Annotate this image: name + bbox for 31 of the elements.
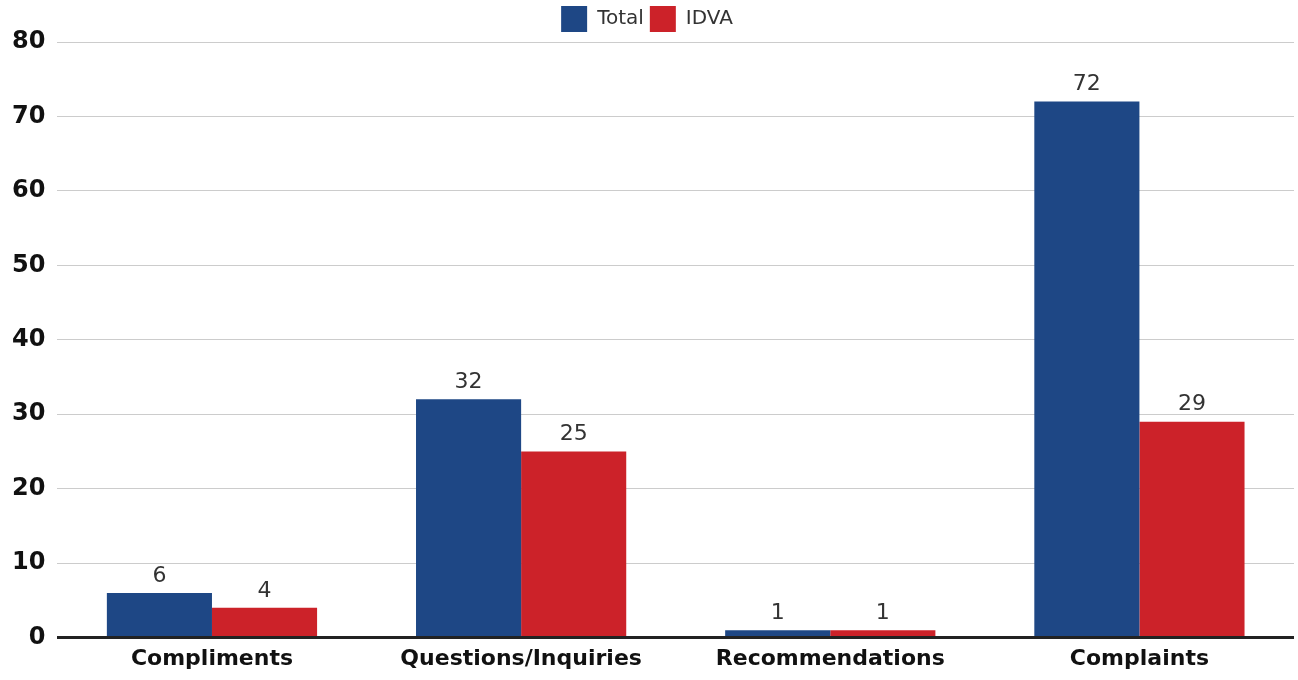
y-tick-label: 40 <box>11 324 46 353</box>
y-tick-label: 30 <box>11 398 46 427</box>
y-tick-label: 0 <box>28 621 46 650</box>
bar <box>725 630 831 637</box>
x-tick-label: Recommendations <box>715 644 945 670</box>
x-tick-label: Compliments <box>130 644 294 670</box>
data-label: 32 <box>454 368 483 394</box>
bar <box>830 630 936 637</box>
legend-label: IDVA <box>685 5 734 30</box>
data-label: 1 <box>875 598 890 624</box>
bar <box>1034 101 1140 637</box>
bar <box>106 592 212 637</box>
bar <box>521 451 627 637</box>
bar <box>211 607 318 637</box>
x-tick-label: Questions/Inquiries <box>400 644 642 670</box>
y-tick-label: 60 <box>11 175 46 204</box>
y-tick-label: 10 <box>11 547 46 576</box>
y-tick-label: 50 <box>11 249 46 278</box>
data-label: 4 <box>257 576 272 602</box>
bar <box>416 399 522 637</box>
y-tick-label: 70 <box>11 100 46 129</box>
y-tick-label: 80 <box>11 26 46 55</box>
data-label: 29 <box>1177 390 1206 416</box>
x-tick-label: Complaints <box>1069 644 1209 670</box>
data-label: 25 <box>559 420 588 446</box>
y-tick-label: 20 <box>11 472 46 501</box>
bar <box>1139 421 1245 637</box>
data-label: 72 <box>1072 70 1101 96</box>
data-label: 1 <box>770 598 785 624</box>
legend-label: Total <box>596 5 644 30</box>
data-label: 6 <box>152 561 167 587</box>
